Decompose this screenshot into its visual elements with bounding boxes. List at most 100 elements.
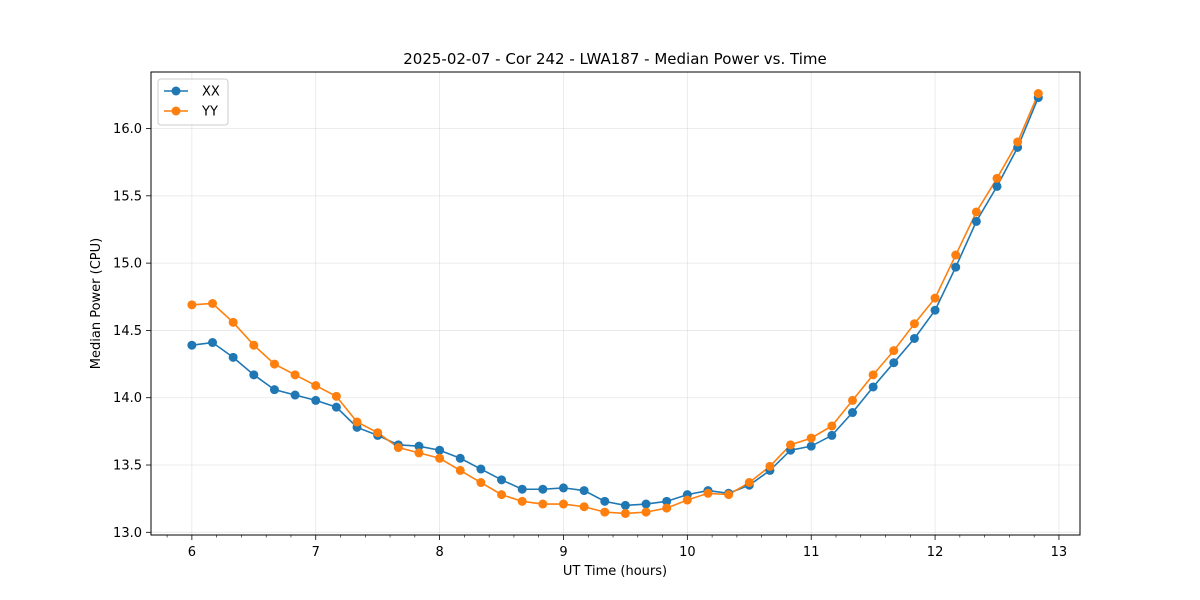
data-point-xx: [455, 453, 465, 463]
x-tick-label: 9: [559, 545, 567, 560]
data-point-xx: [290, 390, 300, 400]
data-point-xx: [909, 333, 919, 343]
x-tick-label: 13: [1051, 545, 1068, 560]
data-point-yy: [455, 465, 465, 475]
data-point-xx: [208, 338, 218, 348]
x-axis-ticks: 6 7 8 9 10 11 12 13: [166, 535, 1068, 560]
data-point-xx: [600, 496, 610, 506]
y-tick-label: 15.5: [113, 189, 142, 204]
data-point-yy: [889, 346, 899, 356]
data-point-yy: [662, 503, 672, 513]
y-axis-ticks: 13.0 13.5 14.0 14.5 15.0 15.5 16.0: [113, 122, 151, 541]
data-point-yy: [290, 370, 300, 380]
data-point-yy: [951, 250, 961, 260]
data-point-xx: [868, 382, 878, 392]
data-point-yy: [703, 488, 713, 498]
data-point-yy: [765, 461, 775, 471]
series-line-yy: [191, 93, 1040, 515]
data-point-yy: [724, 490, 734, 500]
data-point-xx: [476, 464, 486, 474]
data-point-yy: [414, 448, 424, 458]
data-point-yy: [579, 502, 589, 512]
series-line-xx: [191, 97, 1040, 507]
data-point-yy: [208, 299, 218, 308]
data-point-xx: [641, 499, 651, 509]
series-lines: [191, 93, 1040, 515]
data-point-xx: [992, 181, 1002, 191]
legend-marker-yy: [171, 106, 181, 116]
x-tick-label: 11: [803, 545, 820, 560]
data-point-yy: [909, 319, 919, 329]
data-point-yy: [269, 359, 279, 369]
data-point-yy: [930, 293, 940, 303]
x-tick-label: 8: [435, 545, 443, 560]
data-point-xx: [435, 445, 445, 455]
x-tick-label: 10: [679, 545, 696, 560]
data-point-yy: [476, 478, 486, 488]
data-point-xx: [806, 441, 816, 451]
data-point-xx: [847, 408, 857, 418]
y-tick-label: 14.5: [113, 324, 142, 339]
data-point-xx: [538, 484, 548, 494]
data-point-yy: [497, 490, 507, 500]
data-point-xx: [558, 483, 568, 493]
y-tick-label: 14.0: [113, 391, 142, 406]
y-tick-label: 16.0: [113, 122, 142, 137]
x-tick-label: 12: [927, 545, 944, 560]
data-point-yy: [971, 207, 981, 217]
x-axis-label: UT Time (hours): [563, 564, 667, 579]
data-point-yy: [744, 478, 754, 488]
data-point-xx: [971, 216, 981, 226]
y-tick-label: 13.0: [113, 526, 142, 541]
data-point-xx: [889, 358, 899, 368]
legend: XX YY: [157, 78, 229, 126]
y-tick-label: 15.0: [113, 257, 142, 272]
data-point-yy: [249, 340, 259, 350]
data-point-yy: [373, 428, 383, 438]
y-axis-label: Median Power (CPU): [89, 238, 104, 369]
data-point-yy: [228, 317, 238, 327]
data-point-yy: [1033, 89, 1043, 99]
data-point-yy: [187, 300, 197, 310]
data-point-xx: [331, 402, 341, 412]
data-point-yy: [620, 508, 630, 518]
data-point-yy: [600, 507, 610, 517]
data-point-xx: [249, 370, 259, 380]
legend-label-yy: YY: [201, 105, 218, 120]
data-point-xx: [269, 385, 279, 395]
data-point-xx: [579, 486, 589, 496]
data-point-yy: [847, 395, 857, 405]
data-point-xx: [951, 262, 961, 272]
data-point-yy: [393, 443, 403, 453]
data-point-yy: [682, 495, 692, 505]
data-point-yy: [331, 391, 341, 401]
chart-title: 2025-02-07 - Cor 242 - LWA187 - Median P…: [403, 50, 827, 68]
x-tick-label: 7: [312, 545, 320, 560]
data-point-xx: [930, 305, 940, 315]
legend-label-xx: XX: [202, 85, 220, 100]
data-point-xx: [187, 340, 197, 350]
data-point-yy: [868, 370, 878, 380]
data-point-yy: [311, 381, 321, 391]
data-point-yy: [352, 417, 362, 427]
data-point-xx: [311, 395, 321, 405]
data-point-yy: [558, 499, 568, 509]
y-tick-label: 13.5: [113, 459, 142, 474]
grid-lines: [151, 72, 1080, 535]
data-point-xx: [517, 484, 527, 494]
x-tick-label: 6: [188, 545, 196, 560]
data-point-yy: [786, 440, 796, 450]
data-point-yy: [827, 421, 837, 431]
data-point-yy: [641, 507, 651, 517]
data-point-xx: [497, 475, 507, 485]
data-point-yy: [517, 496, 527, 506]
series-points: [187, 89, 1043, 518]
data-point-xx: [228, 352, 238, 362]
data-point-xx: [827, 430, 837, 440]
data-point-xx: [414, 441, 424, 451]
data-point-yy: [806, 433, 816, 443]
data-point-xx: [620, 500, 630, 510]
data-point-yy: [435, 453, 445, 463]
legend-marker-xx: [171, 86, 181, 96]
